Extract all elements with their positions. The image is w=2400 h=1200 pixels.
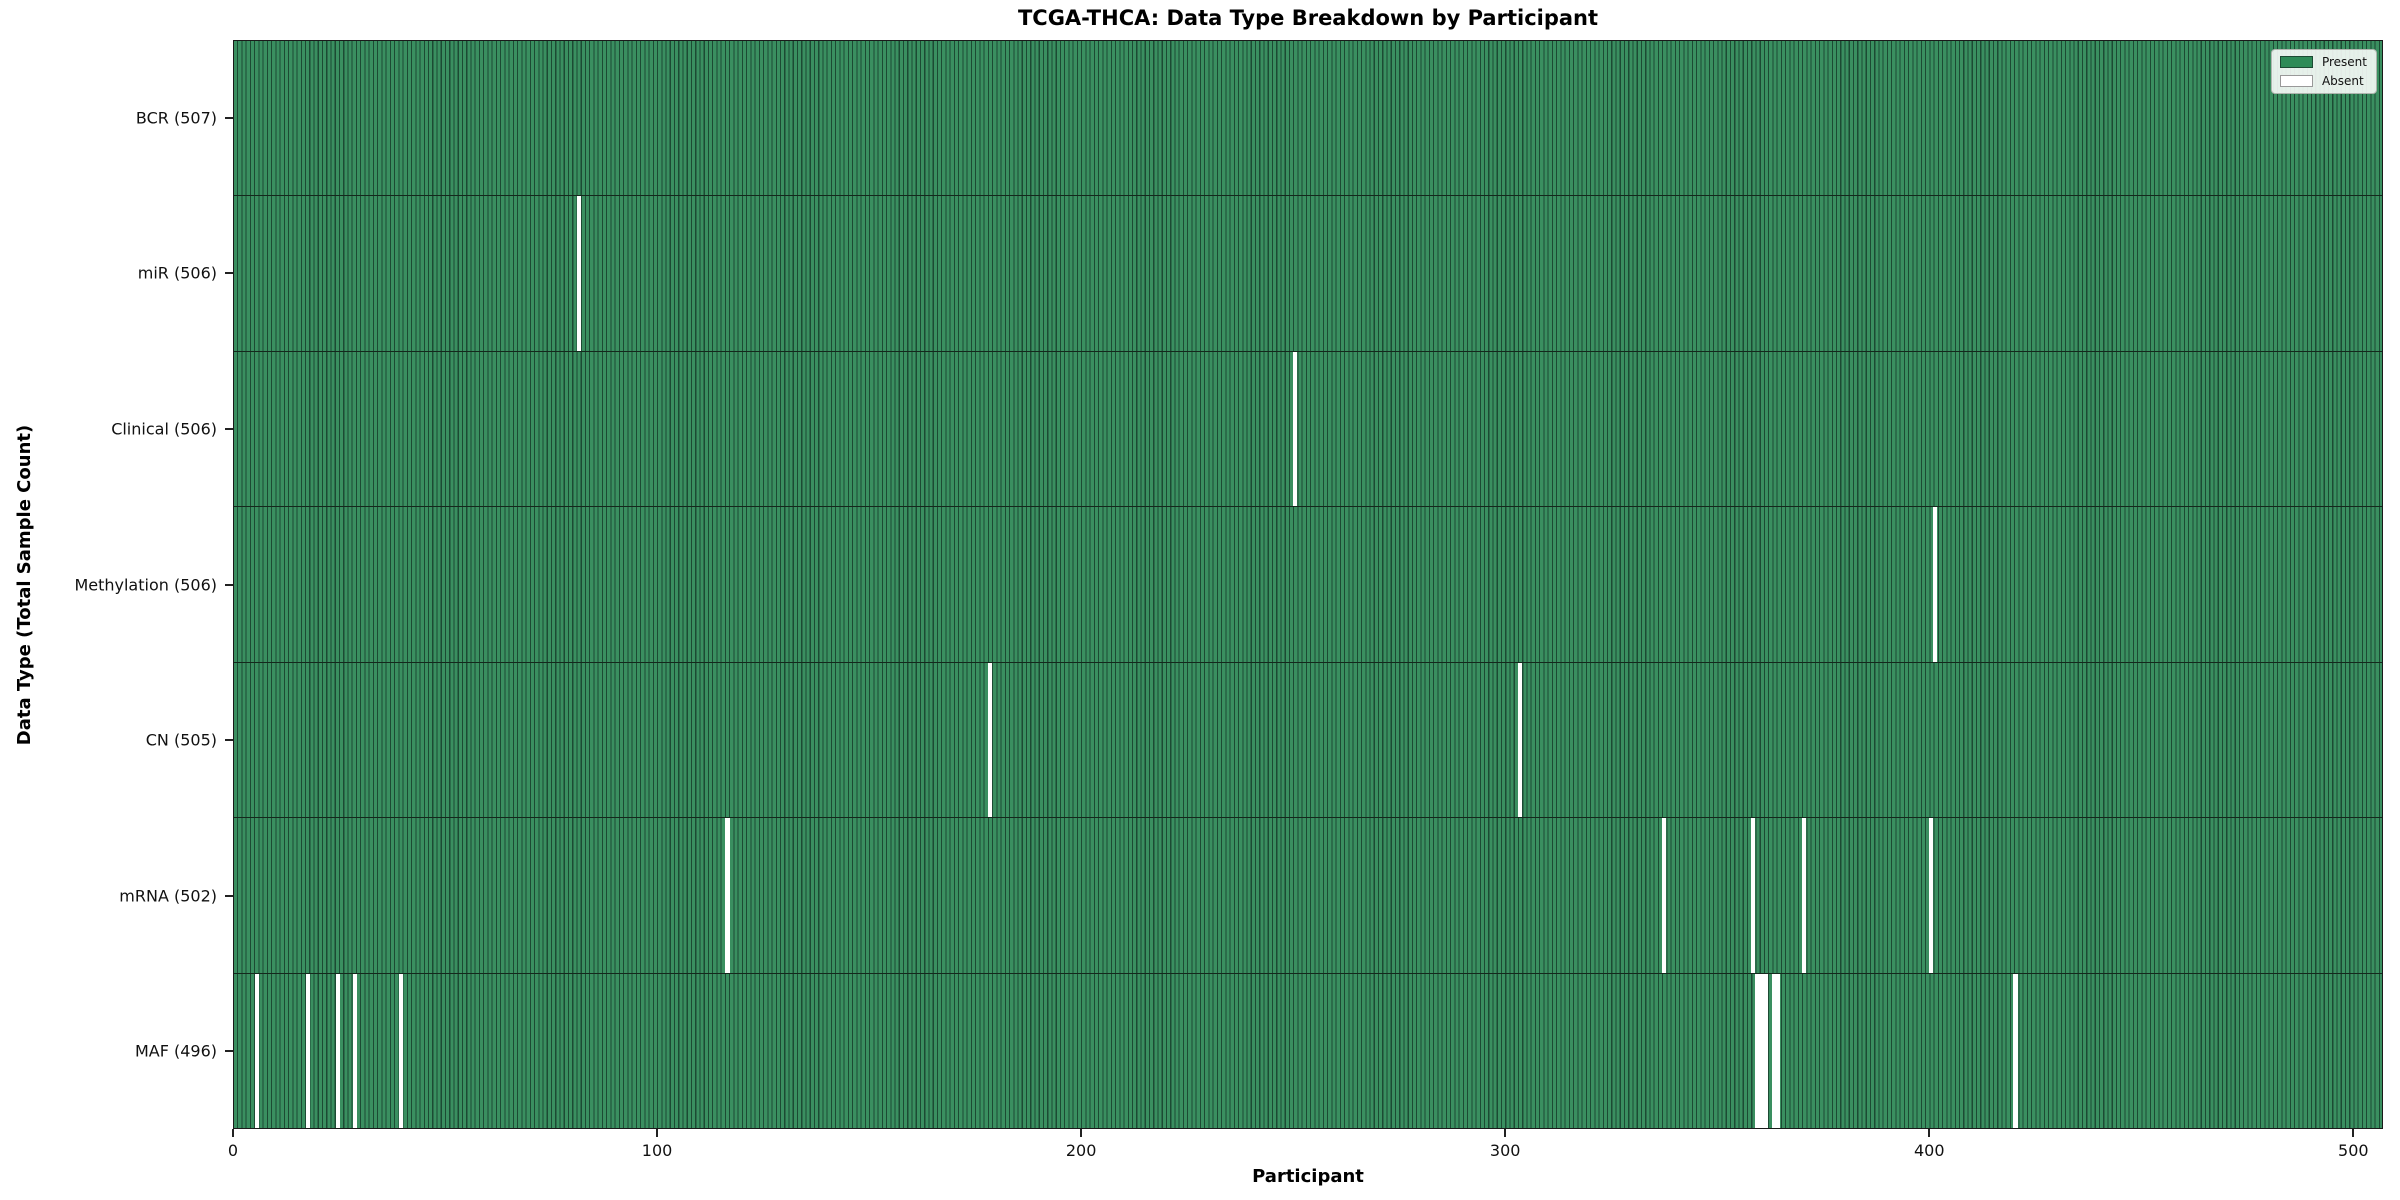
legend-item-label: Absent [2321,74,2364,88]
y-axis-label: Data Type (Total Sample Count) [14,424,35,746]
x-tick-label-400: 400 [1913,1141,1945,1160]
y-tick-mark [225,739,233,742]
absent-gap [1932,507,1938,662]
x-tick-mark [232,1129,234,1137]
absent-gap [1759,973,1764,1128]
x-tick-label-500: 500 [2338,1141,2369,1160]
legend-absent-swatch [2279,75,2313,87]
heatmap-row-mrna [234,818,2382,974]
x-tick-label-300: 300 [1489,1141,1521,1160]
legend-item-absent: Absent [2279,74,2367,88]
y-tick-label-cn: CN (505) [145,730,217,750]
heatmap-row-maf [234,973,2382,1128]
heatmap-row-methylation [234,507,2382,663]
x-tick-mark [1080,1129,1083,1137]
y-axis-tick-area: BCR (507) miR (506) Clinical (506) Methylat… [0,40,233,1129]
x-tick-mark [656,1129,659,1137]
x-axis-tick-area: 0 100 200 300 400 500 [228,1129,2383,1179]
absent-gap [399,973,404,1128]
heatmap-plot-area: Present Absent [233,40,2383,1129]
legend-present-swatch [2279,56,2313,68]
y-tick-mark [225,427,233,430]
y-tick-label-bcr: BCR (507) [135,108,217,128]
absent-gap [352,973,357,1128]
absent-gap [1754,973,1760,1128]
absent-gap [1293,351,1298,507]
y-tick-mark [225,583,233,586]
x-axis-label: Participant [1252,1166,1364,1187]
x-tick-label-0: 0 [227,1141,239,1160]
absent-gap [1776,973,1781,1128]
y-tick-label-maf: MAF (496) [134,1041,217,1061]
y-tick-mark [225,894,233,897]
legend: Present Absent [2270,49,2377,94]
absent-gap [255,973,260,1128]
y-tick-mark [225,272,233,275]
legend-item-present: Present [2279,55,2367,69]
x-tick-label-100: 100 [641,1141,673,1160]
legend-item-label: Present [2321,55,2367,69]
chart-title: TCGA-THCA: Data Type Breakdown by Partic… [1017,6,1599,30]
absent-gap [1750,818,1755,973]
absent-gap [306,973,311,1128]
x-tick-mark [1504,1129,1507,1137]
absent-gap [1517,662,1522,818]
x-tick-label-200: 200 [1065,1141,1097,1160]
absent-gap [988,662,993,818]
absent-gap [2013,973,2018,1128]
y-tick-mark [225,116,233,119]
y-tick-mark [225,1050,233,1053]
heatmap-row-bcr [234,41,2382,197]
absent-gap [1661,818,1666,973]
heatmap-row-clinical [234,351,2382,508]
y-tick-label-methylation: Methylation (506) [74,575,217,594]
absent-gap [1801,818,1806,973]
y-tick-label-clinical: Clinical (506) [111,419,217,439]
absent-gap [577,196,582,351]
heatmap-rows [234,41,2382,1128]
absent-gap [1928,818,1933,973]
x-tick-mark [1928,1129,1931,1137]
y-tick-label-mrna: mRNA (502) [119,886,217,906]
heatmap-row-cn [234,662,2382,819]
absent-gap [1771,973,1777,1128]
absent-gap [1763,973,1768,1128]
heatmap-row-mir [234,196,2382,352]
absent-gap [725,818,730,973]
absent-gap [335,973,340,1128]
y-tick-label-mir: miR (506) [137,263,217,283]
x-tick-mark [2352,1129,2355,1137]
